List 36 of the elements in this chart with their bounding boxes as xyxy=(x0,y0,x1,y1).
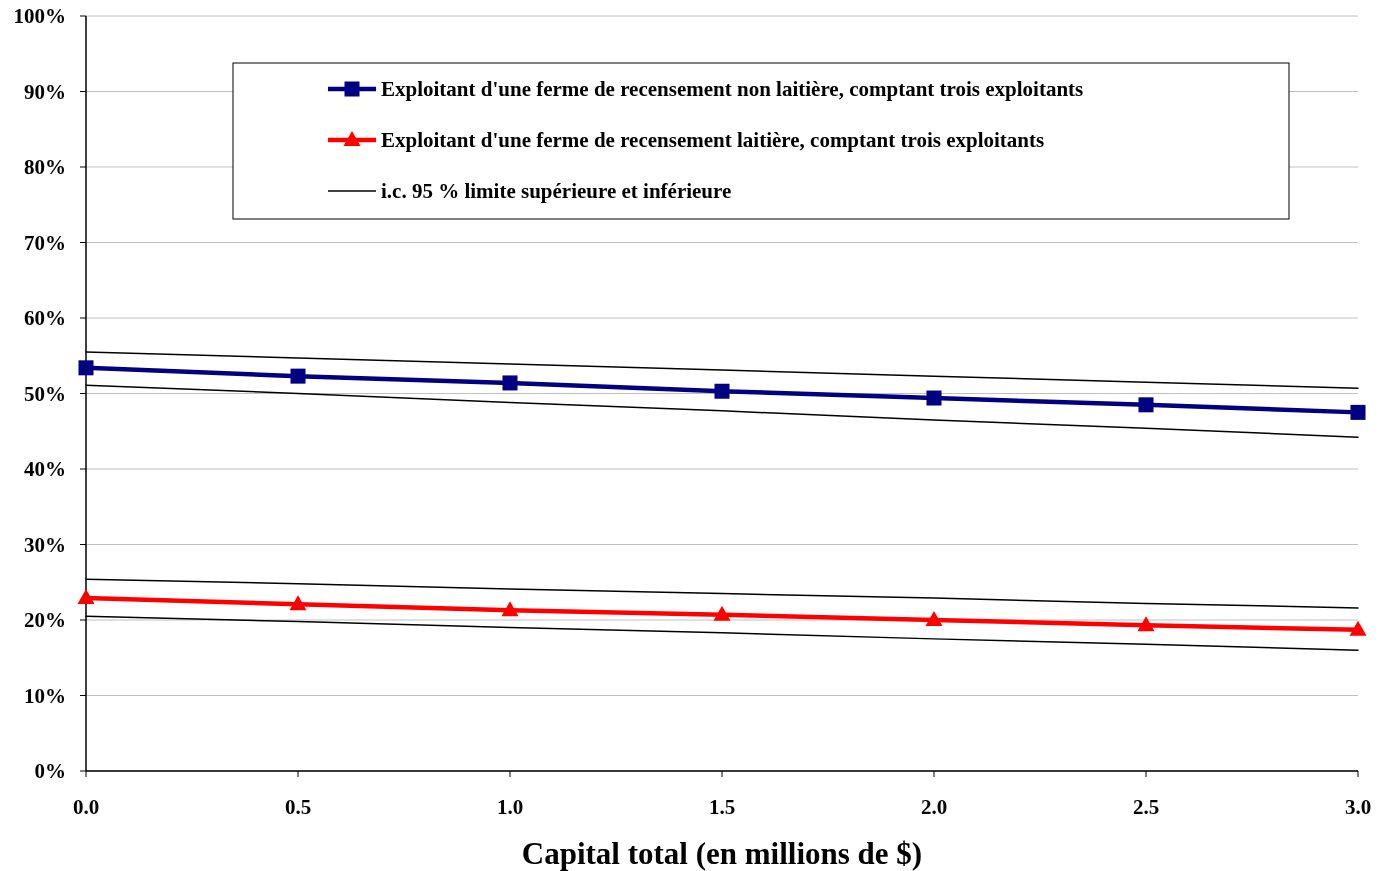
x-tick-label: 2.0 xyxy=(920,795,948,819)
y-tick-label: 0% xyxy=(34,759,66,784)
point xyxy=(290,368,306,384)
y-tick-label: 100% xyxy=(13,4,66,29)
y-tick-label: 30% xyxy=(24,532,66,557)
point xyxy=(1137,616,1155,632)
point xyxy=(926,390,942,406)
point xyxy=(713,605,731,621)
x-axis-title: Capital total (en millions de $) xyxy=(521,836,923,871)
point xyxy=(502,375,518,391)
x-tick-label: 1.0 xyxy=(496,795,524,819)
point xyxy=(1349,620,1367,636)
y-tick-label: 90% xyxy=(24,79,66,104)
point xyxy=(1138,397,1154,413)
y-tick-label: 60% xyxy=(24,306,66,331)
point xyxy=(289,595,307,611)
point xyxy=(77,589,95,605)
point xyxy=(925,611,943,626)
y-tick-label: 70% xyxy=(24,230,66,255)
y-tick-label: 40% xyxy=(24,457,66,482)
legend-label: Exploitant d'une ferme de recensement non laitière, comptant trois exploitants xyxy=(381,77,1084,102)
x-tick-label: 2.5 xyxy=(1132,795,1160,819)
x-tick-label: 1.5 xyxy=(708,795,736,819)
point xyxy=(78,360,94,376)
x-tick-label: 3.0 xyxy=(1344,795,1372,819)
y-tick-label: 10% xyxy=(24,683,66,708)
y-tick-label: 50% xyxy=(24,381,66,406)
y-tick-label: 80% xyxy=(24,155,66,180)
legend-label: Exploitant d'une ferme de recensement laitière, comptant trois exploitants xyxy=(381,128,1045,153)
legend-label: i.c. 95 % limite supérieure et inférieure xyxy=(381,179,732,204)
x-tick-label: 0.5 xyxy=(284,795,312,819)
point xyxy=(714,383,730,399)
point xyxy=(1350,404,1366,420)
point xyxy=(501,601,519,617)
y-tick-label: 20% xyxy=(24,608,66,633)
x-tick-label: 0.0 xyxy=(72,795,100,819)
